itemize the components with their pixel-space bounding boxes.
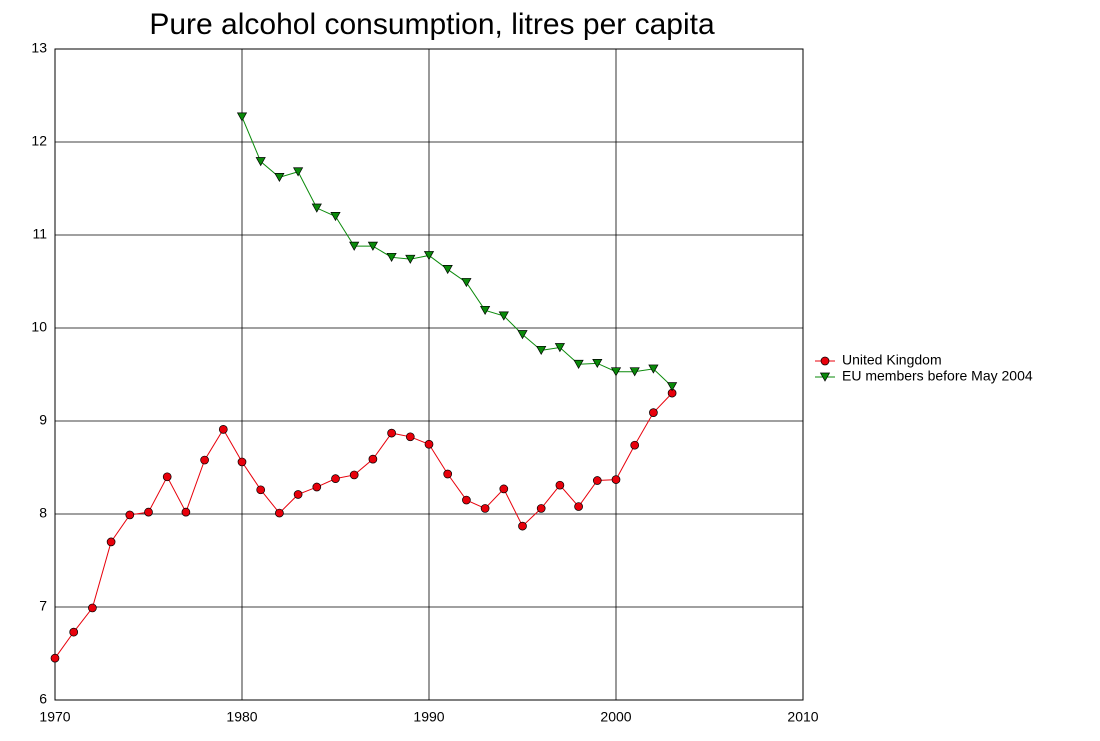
- y-tick-label: 10: [31, 319, 47, 335]
- marker: [573, 359, 584, 369]
- marker: [367, 241, 378, 251]
- marker: [592, 476, 602, 485]
- marker: [480, 504, 490, 513]
- marker: [330, 212, 341, 222]
- marker: [610, 367, 622, 377]
- marker: [69, 627, 79, 637]
- legend-label: United Kingdom: [842, 352, 942, 368]
- y-tick-label: 7: [39, 598, 47, 614]
- marker: [386, 252, 397, 263]
- marker: [200, 455, 209, 465]
- series-line: [241, 116, 673, 387]
- y-tick-label: 9: [39, 412, 47, 428]
- marker: [349, 241, 360, 251]
- marker: [461, 278, 472, 288]
- marker: [536, 345, 547, 356]
- marker: [387, 428, 396, 438]
- marker: [162, 472, 172, 482]
- y-tick-label: 11: [32, 226, 47, 242]
- marker: [648, 364, 659, 374]
- marker: [331, 474, 340, 484]
- x-tick-label: 1990: [413, 709, 444, 725]
- marker: [144, 507, 153, 517]
- marker: [274, 172, 285, 183]
- marker: [574, 502, 583, 511]
- x-tick-label: 2000: [600, 709, 631, 725]
- chart-title: Pure alcohol consumption, litres per cap…: [149, 8, 715, 41]
- marker: [255, 157, 266, 167]
- marker: [592, 358, 603, 369]
- marker: [293, 167, 304, 177]
- marker: [405, 254, 416, 264]
- marker: [88, 603, 97, 613]
- marker: [293, 490, 303, 499]
- marker: [518, 521, 527, 531]
- marker: [125, 510, 135, 520]
- marker: [237, 457, 247, 467]
- marker: [405, 432, 415, 442]
- legend-marker: [820, 356, 830, 366]
- marker: [480, 305, 491, 316]
- marker: [443, 469, 453, 479]
- x-tick-label: 2010: [787, 709, 818, 725]
- marker: [106, 537, 116, 547]
- marker: [423, 251, 435, 261]
- marker: [667, 382, 678, 392]
- marker: [629, 367, 640, 377]
- series-line: [54, 392, 673, 659]
- marker: [536, 504, 546, 513]
- marker: [517, 330, 528, 340]
- marker: [256, 485, 266, 495]
- marker: [555, 480, 565, 490]
- y-tick-label: 6: [39, 691, 47, 707]
- marker: [499, 484, 509, 494]
- x-tick-label: 1970: [39, 709, 70, 725]
- marker: [611, 475, 621, 484]
- marker: [368, 454, 378, 464]
- legend-marker: [819, 372, 831, 382]
- marker: [50, 653, 60, 663]
- marker: [218, 425, 228, 434]
- marker: [649, 408, 658, 417]
- marker: [630, 440, 640, 450]
- marker: [498, 311, 509, 321]
- marker: [181, 507, 191, 517]
- marker: [462, 495, 471, 505]
- marker: [236, 112, 248, 122]
- marker: [442, 265, 453, 275]
- y-tick-label: 8: [39, 505, 47, 521]
- legend-label: EU members before May 2004: [842, 368, 1033, 384]
- marker: [311, 203, 322, 213]
- x-tick-label: 1980: [226, 709, 257, 725]
- marker: [554, 343, 565, 353]
- marker: [275, 508, 284, 518]
- y-tick-label: 13: [31, 40, 47, 56]
- marker: [312, 482, 322, 492]
- y-tick-label: 12: [31, 133, 47, 149]
- marker: [424, 439, 434, 449]
- marker: [349, 470, 359, 480]
